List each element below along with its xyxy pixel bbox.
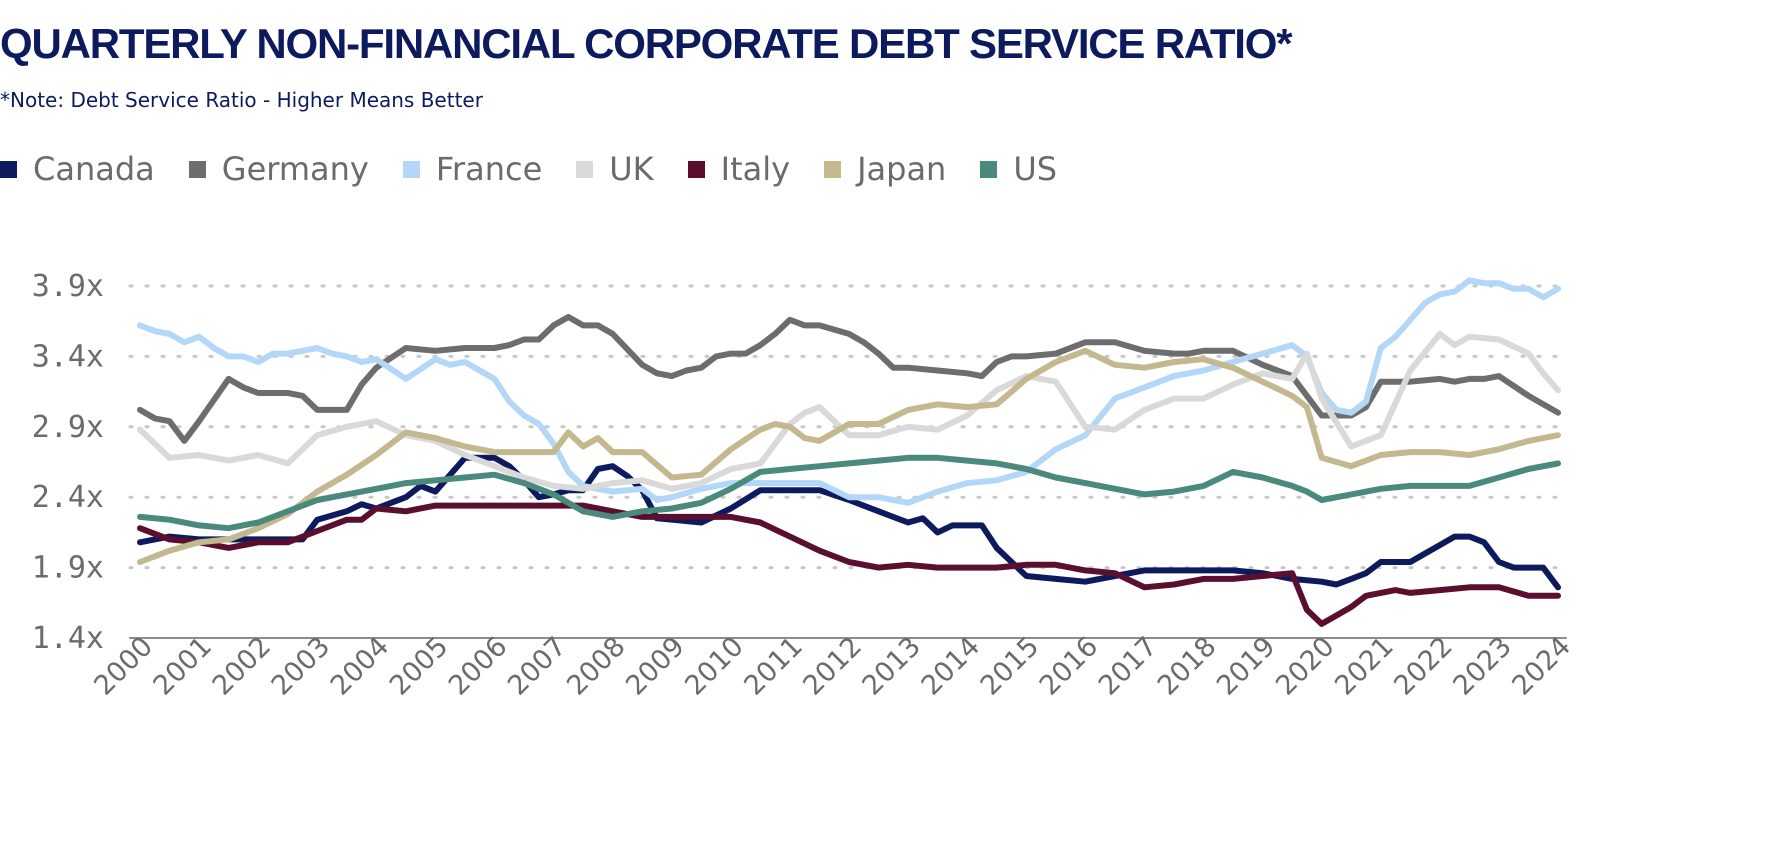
series-line-germany xyxy=(137,314,1561,444)
x-tick-label: 2012 xyxy=(797,631,868,702)
x-tick-label: 2019 xyxy=(1211,631,1282,702)
legend-swatch xyxy=(980,160,998,178)
series-line-italy xyxy=(137,502,1561,627)
legend: Canada Germany France UK Italy Japan US xyxy=(0,150,1091,188)
y-tick-label: 2.4x xyxy=(32,480,104,515)
x-tick-label: 2023 xyxy=(1447,631,1518,702)
series-line-us xyxy=(137,454,1561,532)
legend-swatch xyxy=(824,160,842,178)
legend-item-japan: Japan xyxy=(824,150,946,188)
legend-label: France xyxy=(435,150,543,188)
legend-label: UK xyxy=(609,150,654,188)
x-tick-label: 2015 xyxy=(975,631,1046,702)
x-tick-label: 2010 xyxy=(679,631,750,702)
x-tick-label: 2011 xyxy=(738,631,809,702)
x-tick-label: 2001 xyxy=(148,631,219,702)
x-tick-label: 2006 xyxy=(443,631,514,702)
x-tick-label: 2009 xyxy=(620,631,691,702)
legend-label: Canada xyxy=(33,150,155,188)
x-tick-label: 2022 xyxy=(1388,631,1459,702)
chart-title: QUARTERLY NON-FINANCIAL CORPORATE DEBT S… xyxy=(0,20,1293,67)
chart-subtitle: *Note: Debt Service Ratio - Higher Means… xyxy=(0,88,483,112)
legend-swatch xyxy=(687,160,705,178)
series-line-japan xyxy=(137,347,1561,565)
legend-item-canada: Canada xyxy=(0,150,155,188)
x-tick-label: 2017 xyxy=(1093,631,1164,702)
x-tick-label: 2013 xyxy=(857,631,928,702)
legend-label: US xyxy=(1013,150,1058,188)
x-tick-label: 2021 xyxy=(1329,631,1400,702)
legend-item-italy: Italy xyxy=(687,150,791,188)
x-tick-label: 2007 xyxy=(502,631,573,702)
legend-swatch xyxy=(188,160,206,178)
y-tick-label: 1.9x xyxy=(32,551,104,586)
x-tick-label: 2024 xyxy=(1506,631,1577,702)
series-lines xyxy=(137,277,1561,627)
legend-item-france: France xyxy=(402,150,543,188)
x-axis: 2000200120022003200420052006200720082009… xyxy=(88,631,1577,702)
legend-label: Japan xyxy=(857,150,947,188)
y-axis: 1.4x 1.9x 2.4x 2.9x 3.4x 3.9x xyxy=(32,269,104,656)
x-tick-label: 2002 xyxy=(207,631,278,702)
legend-item-uk: UK xyxy=(576,150,654,188)
x-tick-label: 2004 xyxy=(325,631,396,702)
legend-swatch xyxy=(576,160,594,178)
series-line-france xyxy=(137,277,1561,506)
legend-item-germany: Germany xyxy=(188,150,369,188)
legend-swatch xyxy=(402,160,420,178)
legend-label: Italy xyxy=(720,150,791,188)
legend-item-us: US xyxy=(980,150,1057,188)
y-tick-label: 2.9x xyxy=(32,410,104,445)
y-tick-label: 3.4x xyxy=(32,339,104,374)
x-tick-label: 2008 xyxy=(561,631,632,702)
x-tick-label: 2005 xyxy=(384,631,455,702)
y-tick-label: 3.9x xyxy=(32,269,104,304)
x-tick-label: 2020 xyxy=(1270,631,1341,702)
y-tick-label: 1.4x xyxy=(32,621,104,656)
legend-swatch xyxy=(0,160,17,178)
x-tick-label: 2003 xyxy=(266,631,337,702)
x-tick-label: 2018 xyxy=(1152,631,1223,702)
x-tick-label: 2016 xyxy=(1034,631,1105,702)
x-tick-label: 2014 xyxy=(916,631,987,702)
legend-label: Germany xyxy=(221,150,369,188)
series-line-uk xyxy=(137,330,1561,492)
gridlines xyxy=(128,284,1568,639)
